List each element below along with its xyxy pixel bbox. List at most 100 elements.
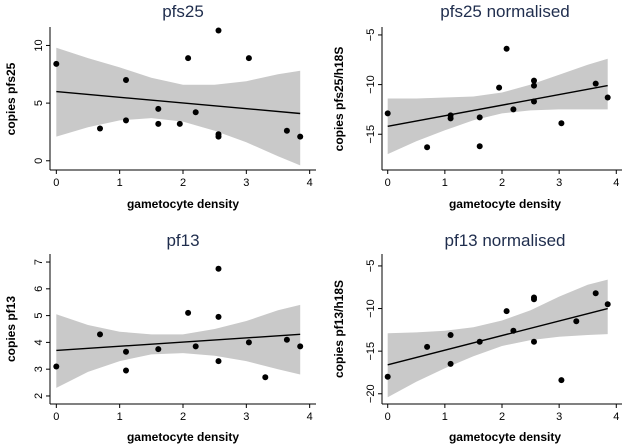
data-point [384, 110, 391, 117]
x-tick-label: 0 [53, 411, 59, 423]
y-tick-label: 6 [33, 286, 45, 292]
data-point [604, 94, 611, 101]
data-point [176, 120, 183, 127]
data-point [558, 377, 565, 384]
data-point [123, 117, 129, 124]
data-point [503, 45, 510, 52]
data-point [592, 290, 599, 297]
y-tick-label: 3 [33, 366, 45, 372]
x-tick-label: 0 [53, 177, 59, 189]
x-axis-label: gametocyte density [449, 197, 561, 211]
data-point [447, 115, 454, 122]
data-point [215, 265, 222, 272]
data-point [531, 77, 537, 84]
y-tick-label: −15 [365, 125, 377, 144]
data-point [53, 60, 60, 67]
data-point [503, 308, 510, 315]
y-tick-label: 5 [33, 313, 45, 319]
data-point [155, 346, 162, 353]
x-tick-label: 4 [307, 411, 313, 423]
x-tick-label: 1 [442, 177, 448, 189]
fit-line [56, 90, 301, 115]
data-point [97, 125, 103, 132]
x-axis-label: gametocyte density [127, 430, 239, 444]
data-point [283, 127, 290, 134]
x-tick-label: 4 [613, 411, 619, 423]
x-tick-label: 2 [499, 177, 505, 189]
data-point [558, 120, 565, 127]
data-point [424, 343, 431, 350]
data-point [476, 338, 483, 345]
data-point [424, 144, 431, 151]
y-axis-label: copies pfs25/h18S [332, 47, 346, 152]
x-tick-label: 1 [117, 177, 123, 189]
x-tick-label: 2 [499, 411, 505, 423]
y-tick-label: −5 [365, 29, 377, 42]
chart-title: pf13 [166, 231, 199, 250]
data-point [215, 131, 222, 138]
chart-title: pf13 normalised [445, 231, 566, 250]
data-point [123, 77, 129, 83]
y-tick-label: −10 [365, 75, 377, 94]
y-tick-label: 7 [33, 259, 45, 265]
y-tick-label: −20 [365, 384, 377, 403]
y-tick-label: 0 [33, 158, 45, 164]
data-point [262, 374, 269, 381]
x-axis-label: gametocyte density [127, 197, 239, 211]
y-tick-label: −5 [365, 260, 377, 273]
data-point [476, 114, 483, 121]
data-point [297, 343, 304, 350]
data-point [245, 339, 252, 346]
x-tick-label: 1 [117, 411, 123, 423]
confidence-band [56, 304, 301, 388]
data-point [476, 143, 483, 150]
panel-pf13-normalised: 0 1 2 3 4 −5 −10 −15 −20 pf13 normalised copies p… [332, 231, 622, 444]
data-point [592, 80, 599, 87]
data-point [215, 313, 222, 320]
confidence-band [387, 279, 608, 398]
x-tick-label: 2 [180, 411, 186, 423]
data-point [447, 332, 454, 338]
data-point [185, 55, 192, 62]
data-point [123, 348, 129, 355]
data-point [155, 120, 162, 127]
y-tick-label: 10 [33, 39, 45, 51]
fit-line [56, 333, 301, 352]
data-point [245, 55, 252, 62]
x-tick-label: 3 [243, 411, 249, 423]
data-point [531, 338, 537, 345]
fit-line [387, 84, 608, 127]
panel-pfs25-normalised: 0 1 2 3 4 −5 −10 −15 pfs25 normalised copies pfs… [332, 2, 622, 211]
x-tick-label: 0 [385, 411, 391, 423]
y-axis-label: copies pf13 [4, 296, 18, 362]
data-point [192, 343, 199, 350]
data-point [510, 327, 517, 334]
x-tick-label: 3 [556, 411, 562, 423]
data-point [573, 318, 580, 325]
y-tick-label: −15 [365, 342, 377, 361]
chart-title: pfs25 [162, 2, 204, 21]
data-point [185, 309, 192, 316]
y-tick-label: 4 [33, 339, 45, 345]
x-tick-label: 3 [243, 177, 249, 189]
data-point [510, 106, 517, 113]
data-point [496, 84, 503, 91]
data-point [384, 373, 391, 380]
y-axis-label: copies pf13/h18S [332, 280, 346, 378]
data-point [604, 301, 611, 308]
panel-pf13: 0 1 2 3 4 2 3 4 5 6 7 pf13 copies pf13 gametocyte d… [4, 231, 316, 444]
data-point [123, 367, 129, 374]
x-tick-label: 4 [307, 177, 313, 189]
x-tick-label: 4 [613, 177, 619, 189]
data-point [297, 133, 304, 140]
x-tick-label: 0 [385, 177, 391, 189]
data-point [215, 358, 222, 365]
y-tick-label: 2 [33, 393, 45, 399]
data-point [155, 105, 162, 112]
confidence-band [56, 47, 301, 166]
chart-title: pfs25 normalised [440, 2, 569, 21]
panel-pfs25: 0 1 2 3 4 0 5 10 pfs25 copies pfs25 gametocyte d… [4, 2, 316, 211]
data-point [531, 82, 537, 89]
data-point [97, 331, 103, 338]
